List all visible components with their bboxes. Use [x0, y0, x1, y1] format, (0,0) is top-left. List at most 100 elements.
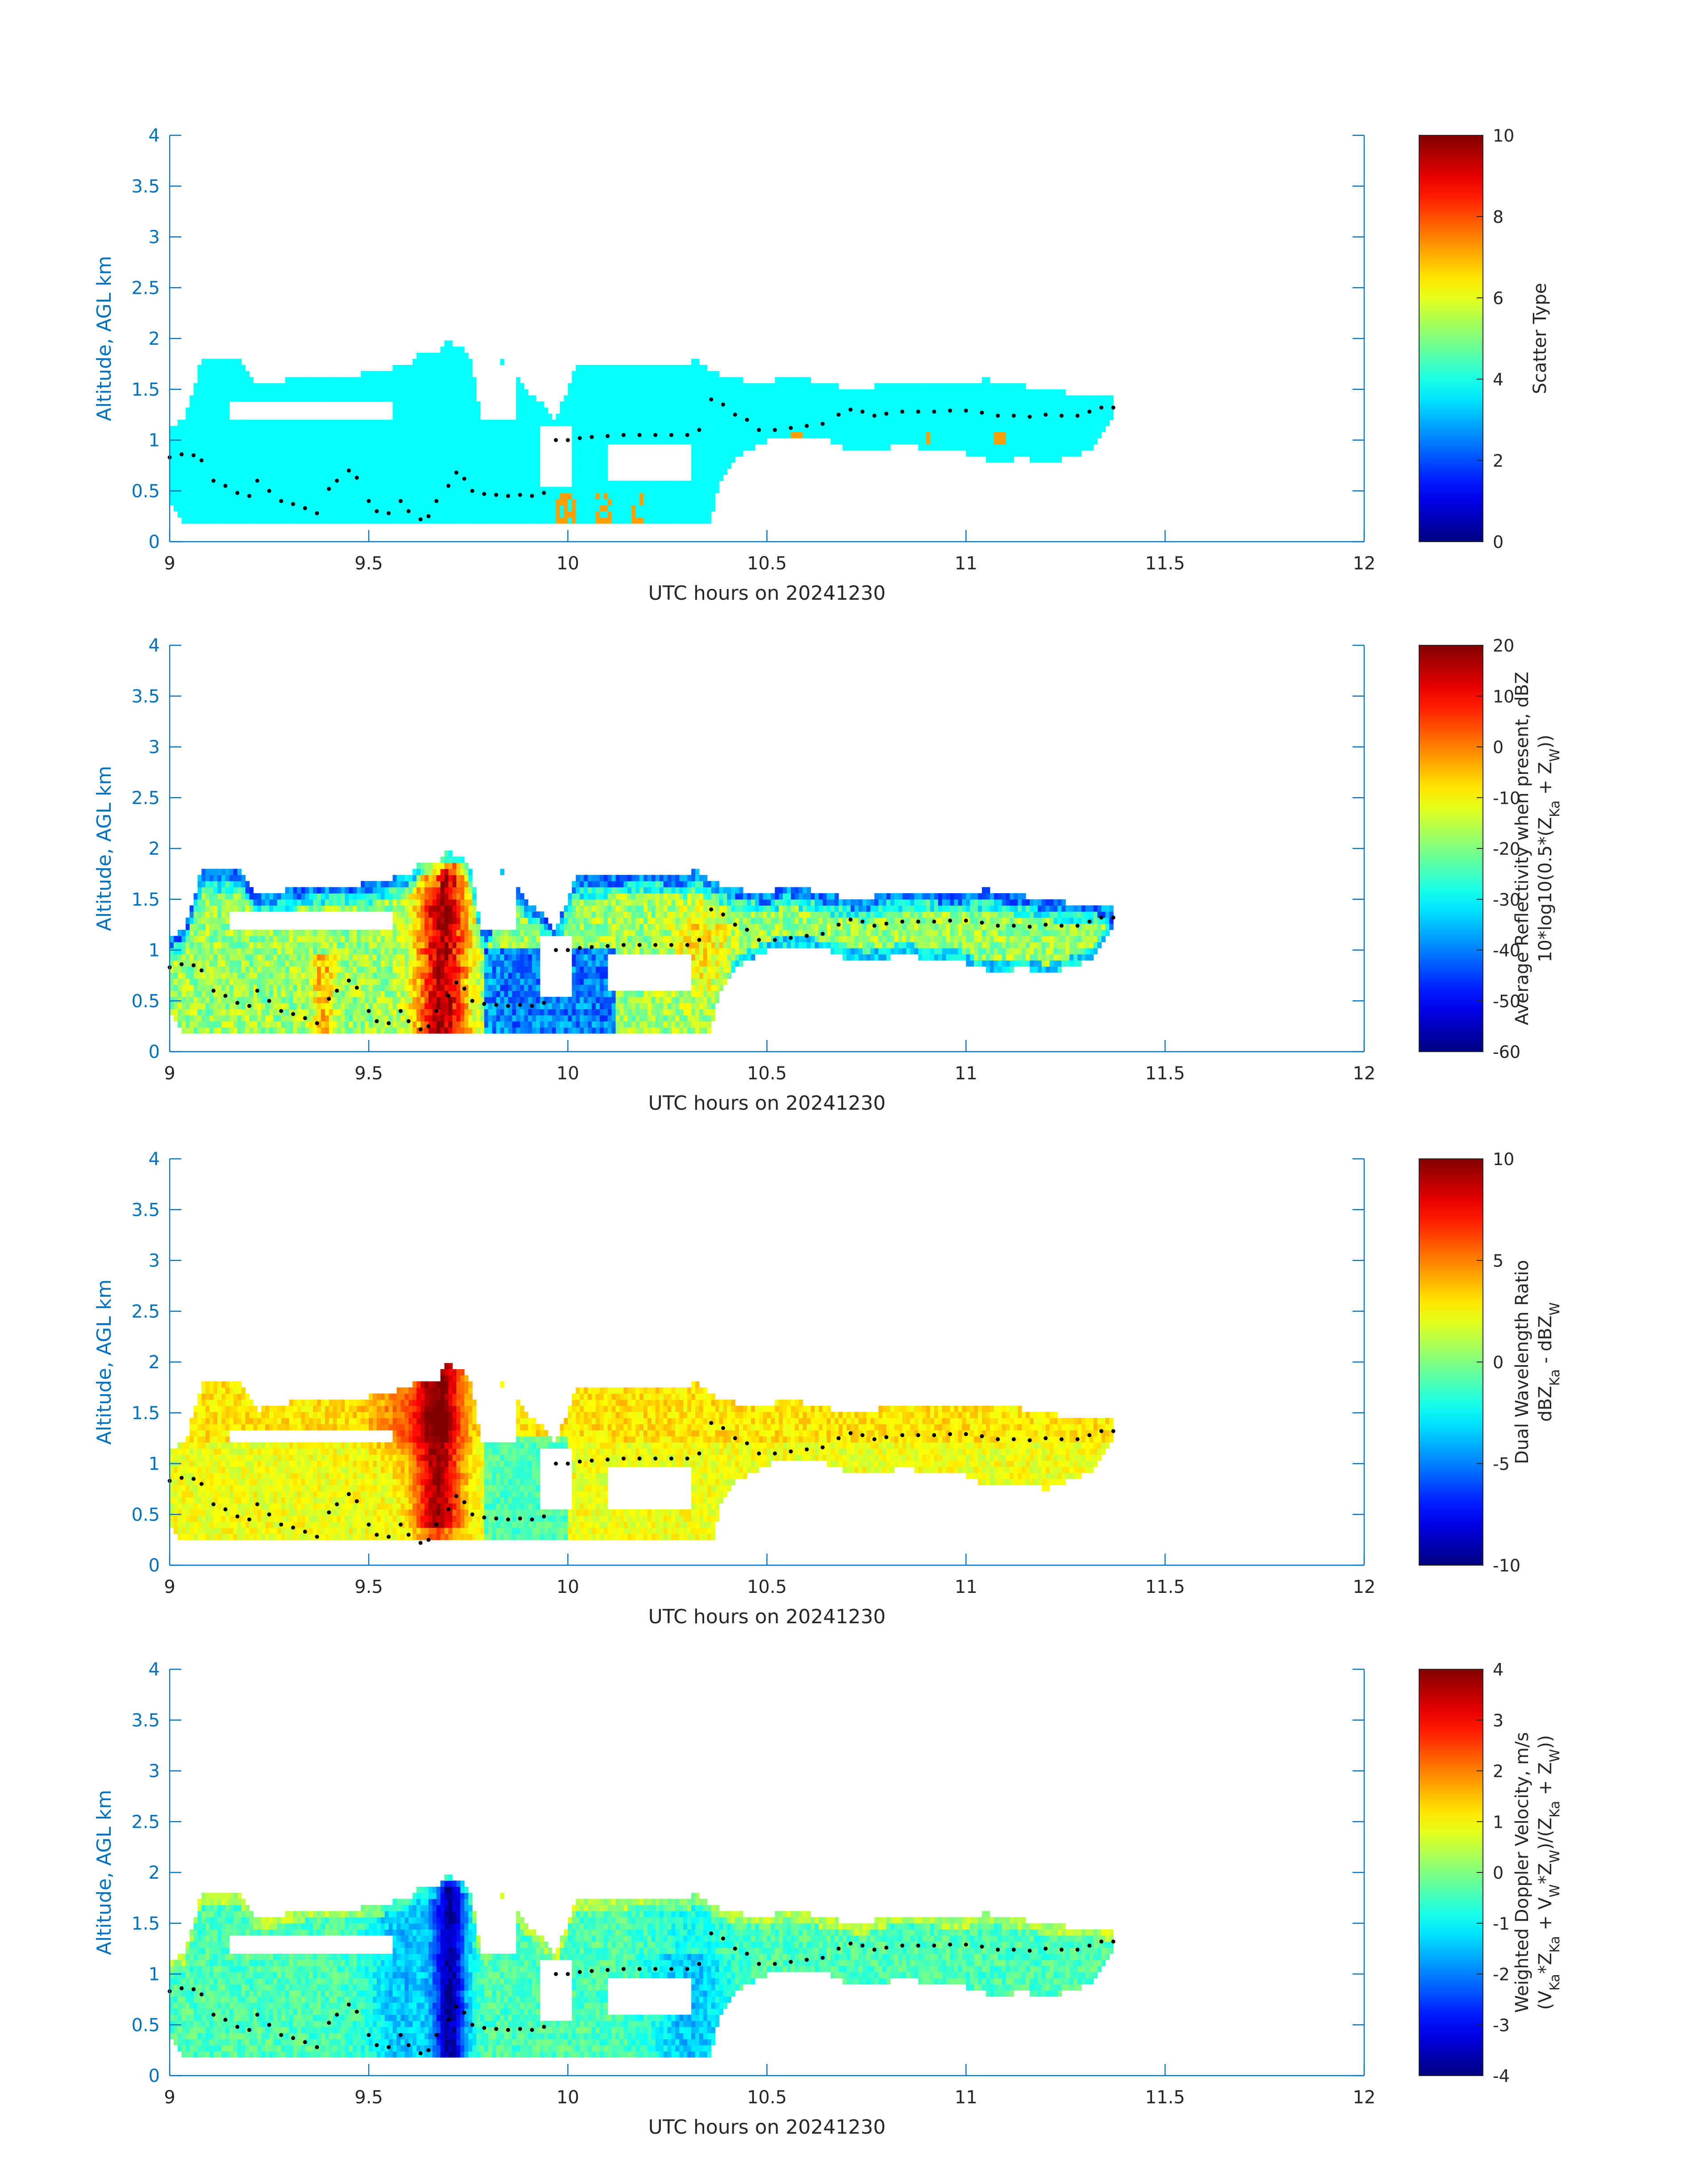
- heatmap-cell: [520, 517, 525, 524]
- heatmap-cell: [197, 930, 202, 936]
- heatmap-cell: [946, 432, 951, 439]
- heatmap-cell: [197, 875, 202, 882]
- heatmap-cell: [289, 1015, 293, 1022]
- heatmap-cell: [835, 407, 839, 414]
- heatmap-cell: [456, 444, 461, 451]
- heatmap-cell: [209, 978, 214, 985]
- heatmap-cell: [723, 468, 727, 475]
- heatmap-cell: [743, 432, 748, 439]
- heatmap-cell: [966, 444, 970, 451]
- heatmap-cell: [229, 948, 234, 955]
- heatmap-cell: [635, 395, 640, 402]
- heatmap-cell: [357, 462, 361, 469]
- heatmap-cell: [512, 493, 517, 500]
- heatmap-cell: [384, 371, 389, 378]
- heatmap-cell: [253, 1003, 258, 1010]
- heatmap-cell: [520, 487, 525, 493]
- heatmap-cell: [504, 468, 509, 475]
- heatmap-cell: [990, 383, 994, 390]
- heatmap-cell: [185, 493, 190, 500]
- heatmap-cell: [217, 420, 222, 426]
- heatmap-cell: [592, 505, 596, 512]
- heatmap-cell: [269, 499, 274, 506]
- heatmap-cell: [910, 438, 915, 445]
- heatmap-cell: [393, 481, 397, 487]
- heatmap-cell: [576, 505, 580, 512]
- heatmap-cell: [850, 395, 855, 402]
- heatmap-cell: [1089, 420, 1094, 426]
- heatmap-cell: [185, 1009, 190, 1015]
- heatmap-cell: [337, 438, 341, 445]
- heatmap-cell: [771, 401, 775, 408]
- heatmap-cell: [337, 487, 341, 493]
- heatmap-cell: [707, 395, 712, 402]
- heatmap-cell: [241, 948, 246, 955]
- heatmap-cell: [209, 887, 214, 894]
- heatmap-cell: [409, 432, 413, 439]
- heatmap-cell: [794, 401, 799, 408]
- heatmap-cell: [201, 869, 206, 875]
- heatmap-cell: [806, 401, 811, 408]
- heatmap-cell: [353, 499, 357, 506]
- heatmap-cell: [846, 426, 851, 432]
- heatmap-cell: [221, 481, 226, 487]
- heatmap-cell: [735, 401, 739, 408]
- heatmap-cell: [862, 438, 867, 445]
- heatmap-cell: [376, 450, 381, 457]
- heatmap-cell: [970, 444, 974, 451]
- heatmap-cell: [380, 493, 385, 500]
- heatmap-cell: [301, 499, 305, 506]
- heatmap-cell: [205, 450, 210, 457]
- heatmap-cell: [265, 468, 270, 475]
- heatmap-cell: [592, 432, 596, 439]
- heatmap-cell: [353, 493, 357, 500]
- heatmap-cell: [221, 881, 226, 888]
- heatmap-cell: [197, 517, 202, 524]
- heatmap-cell: [488, 474, 493, 481]
- heatmap-cell: [584, 499, 588, 506]
- heatmap-cell: [189, 984, 194, 991]
- colorbar-tick-label: 2: [1493, 451, 1503, 471]
- heatmap-cell: [380, 511, 385, 518]
- heatmap-cell: [285, 887, 290, 894]
- heatmap-cell: [819, 389, 823, 396]
- heatmap-cell: [910, 395, 915, 402]
- heatmap-cell: [249, 389, 254, 396]
- trace-point: [554, 438, 558, 442]
- heatmap-cell: [209, 936, 214, 942]
- heatmap-cell: [380, 487, 385, 493]
- heatmap-cell: [197, 936, 202, 942]
- heatmap-cell: [229, 389, 234, 396]
- heatmap-cell: [189, 911, 194, 918]
- heatmap-cell: [289, 395, 293, 402]
- heatmap-cell: [440, 468, 445, 475]
- heatmap-cell: [970, 401, 974, 408]
- heatmap-cell: [217, 869, 222, 875]
- heatmap-cell: [416, 468, 421, 475]
- heatmap-cell: [405, 401, 409, 408]
- heatmap-cell: [564, 407, 568, 414]
- heatmap-cell: [978, 395, 982, 402]
- heatmap-cell: [615, 493, 620, 500]
- heatmap-cell: [217, 984, 222, 991]
- heatmap-cell: [842, 395, 847, 402]
- heatmap-cell: [600, 395, 604, 402]
- heatmap-cell: [524, 450, 529, 457]
- heatmap-cell: [217, 1009, 222, 1015]
- heatmap-cell: [357, 389, 361, 396]
- heatmap-cell: [532, 481, 536, 487]
- heatmap-cell: [229, 960, 234, 967]
- heatmap-cell: [456, 377, 461, 384]
- heatmap-cell: [341, 389, 345, 396]
- heatmap-cell: [401, 511, 405, 518]
- heatmap-cell: [580, 383, 584, 390]
- heatmap-cell: [584, 371, 588, 378]
- heatmap-cell: [759, 401, 764, 408]
- heatmap-cell: [484, 438, 489, 445]
- heatmap-cell: [384, 450, 389, 457]
- heatmap-cell: [827, 389, 831, 396]
- trace-point: [418, 517, 423, 522]
- heatmap-cell: [201, 365, 206, 372]
- heatmap-cell: [970, 420, 974, 426]
- heatmap-cell: [265, 499, 270, 506]
